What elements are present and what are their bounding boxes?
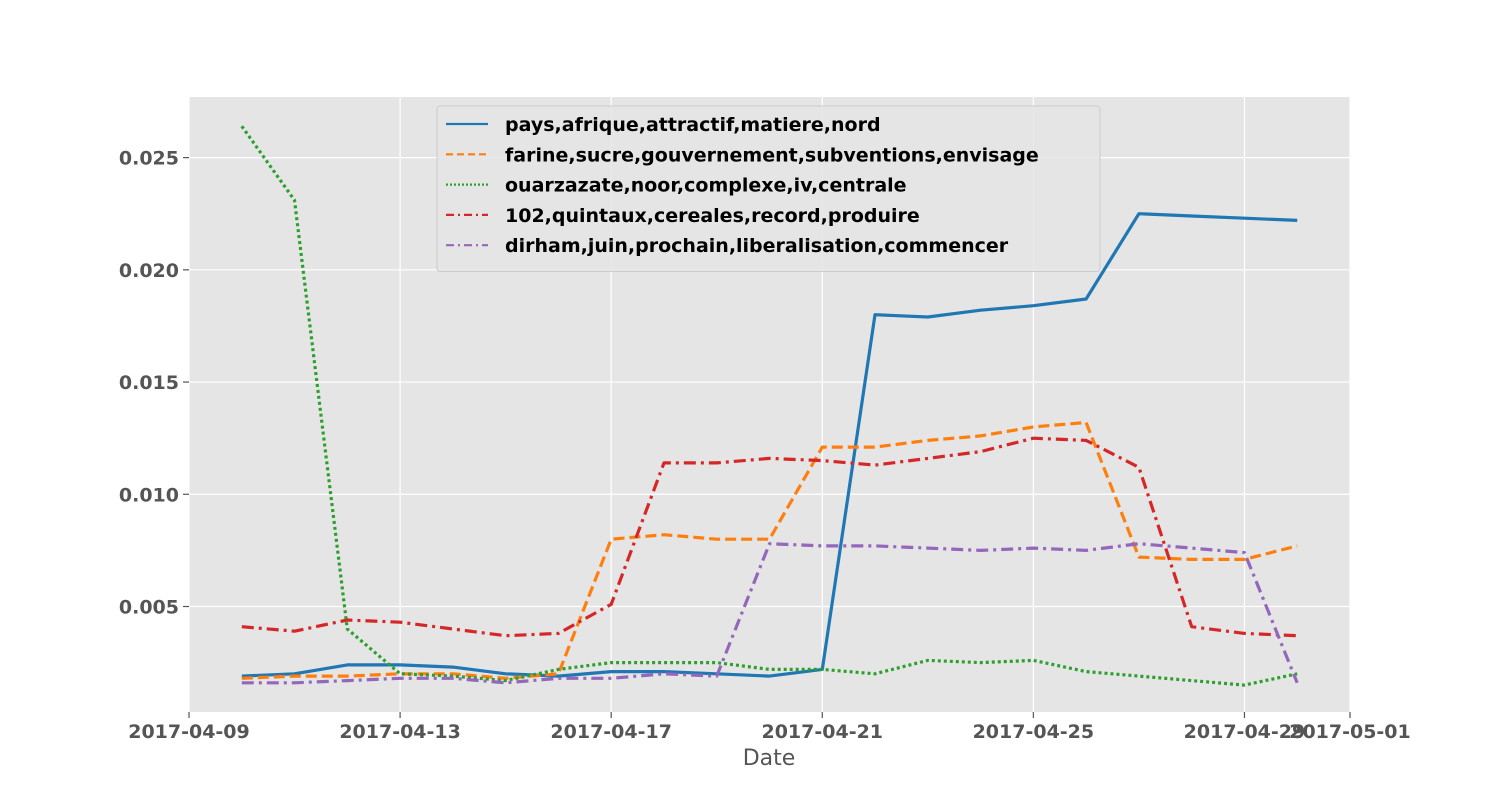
y-tick-label: 0.005 (119, 597, 179, 619)
x-tick-label: 2017-04-21 (761, 721, 883, 743)
y-tick-label: 0.015 (119, 372, 179, 394)
x-tick-label: 2017-05-01 (1289, 721, 1411, 743)
series-line-1 (241, 212, 1298, 678)
x-tick-label: 2017-04-13 (339, 721, 461, 743)
x-tick-label: 2017-04-17 (550, 721, 672, 743)
series-lines (240, 125, 1299, 687)
x-tick-label: 2017-04-29 (1184, 721, 1306, 743)
x-tick-label: 2017-04-25 (973, 721, 1095, 743)
series-line-4 (241, 436, 1298, 638)
legend-label: pays,afrique,attractif,matiere,nord (505, 114, 881, 136)
legend-label: dirham,juin,prochain,liberalisation,comm… (505, 235, 1009, 257)
x-axis-ticks: 2017-04-09 2017-04-13 2017-04-17 2017-04-21… (128, 712, 1411, 743)
y-tick-label: 0.025 (119, 148, 179, 170)
legend: pays,afrique,attractif,matiere,nord farin… (436, 105, 1101, 272)
series-line-2 (241, 420, 1298, 680)
legend-label: ouarzazate,noor,complexe,iv,centrale (505, 175, 907, 197)
y-axis-ticks: 0.005 0.010 0.015 0.020 0.025 (119, 148, 189, 619)
legend-label: farine,sucre,gouvernement,subventions,en… (505, 144, 1039, 166)
series-line-5 (241, 542, 1299, 685)
legend-box (436, 105, 1101, 272)
y-tick-label: 0.020 (119, 260, 179, 282)
legend-label: 102,quintaux,cereales,record,produire (505, 205, 920, 227)
y-tick-label: 0.010 (119, 484, 179, 506)
x-tick-label: 2017-04-09 (128, 721, 250, 743)
x-axis-label: Date (743, 746, 796, 771)
